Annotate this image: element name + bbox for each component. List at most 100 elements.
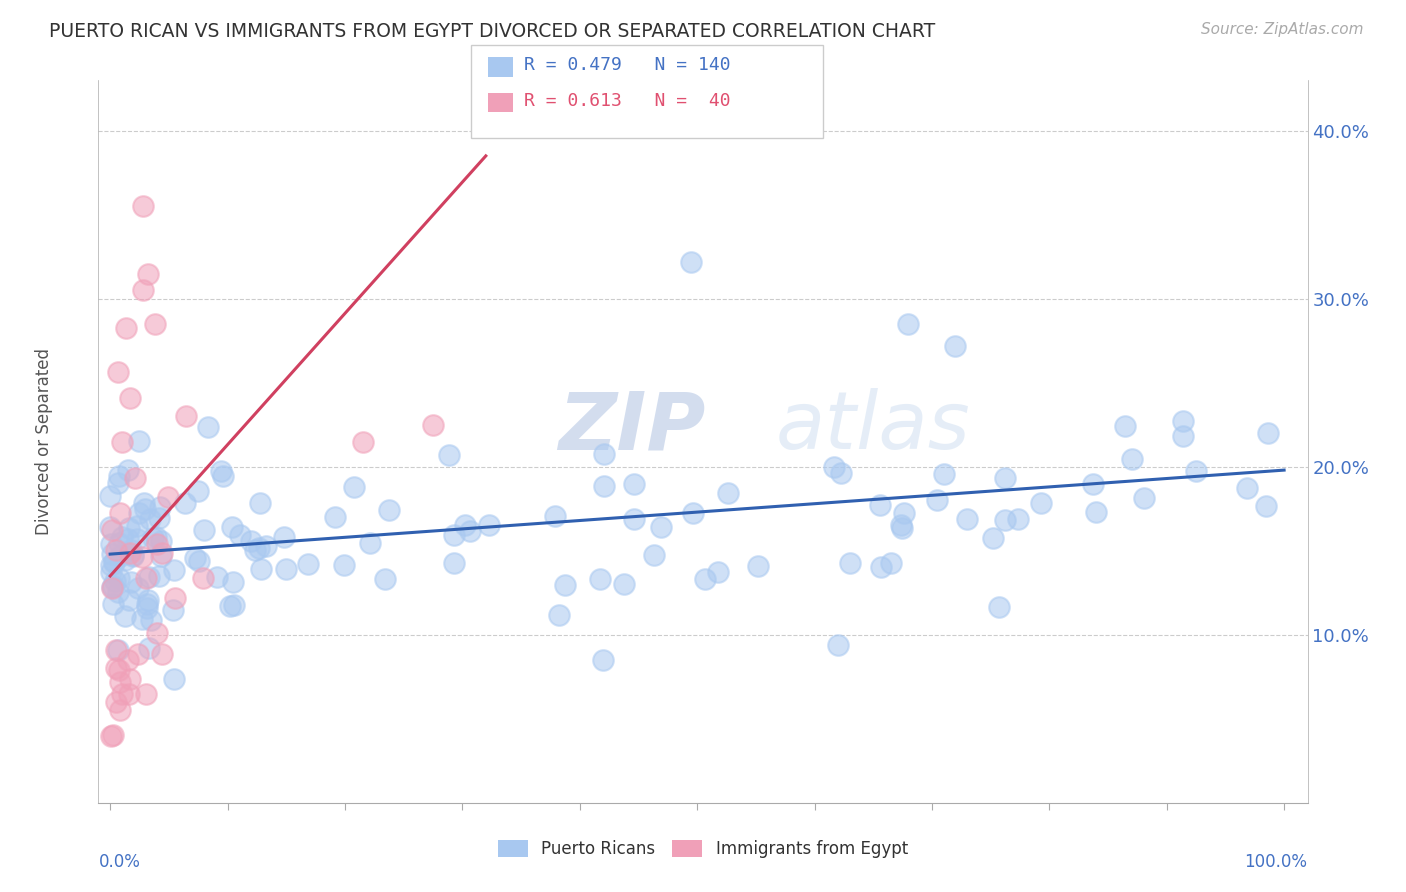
Point (191, 571, 214, 585)
Point (114, 553, 136, 567)
Point (146, 625, 169, 640)
Text: 0.0%: 0.0% (98, 854, 141, 871)
Point (135, 687, 157, 701)
Text: Divorced or Separated: Divorced or Separated (35, 348, 53, 535)
Point (118, 593, 141, 607)
Point (197, 420, 219, 434)
Point (297, 557, 319, 571)
Text: ZIP: ZIP (558, 388, 706, 467)
Point (120, 542, 142, 557)
Point (209, 464, 232, 478)
Point (1132, 491, 1154, 505)
Point (156, 491, 179, 505)
Point (221, 520, 243, 534)
Point (377, 502, 399, 516)
Point (117, 533, 139, 547)
Point (107, 643, 129, 657)
Point (983, 531, 1005, 545)
Point (219, 599, 242, 613)
Point (111, 530, 134, 544)
Point (108, 663, 131, 677)
Point (592, 447, 614, 461)
Point (101, 581, 124, 595)
Point (945, 339, 967, 353)
Point (1029, 496, 1052, 510)
Point (150, 647, 173, 661)
Point (110, 506, 132, 520)
Point (869, 498, 891, 512)
Point (1185, 464, 1208, 478)
Point (228, 528, 250, 542)
Point (163, 591, 186, 605)
Point (422, 417, 444, 432)
Point (623, 476, 645, 491)
Point (104, 574, 127, 588)
Point (592, 653, 614, 667)
Point (613, 577, 636, 591)
Point (143, 317, 166, 331)
Point (141, 613, 163, 627)
Point (108, 469, 131, 483)
Point (443, 556, 465, 570)
Point (135, 571, 157, 585)
Point (276, 562, 298, 576)
Point (184, 551, 207, 566)
Point (650, 520, 672, 534)
Point (343, 480, 366, 494)
Point (120, 574, 142, 589)
Point (148, 511, 170, 525)
Point (1236, 481, 1258, 495)
Point (893, 506, 915, 520)
Text: R = 0.613   N =  40: R = 0.613 N = 40 (524, 92, 731, 110)
Point (249, 495, 271, 509)
Point (222, 575, 245, 590)
Point (870, 560, 893, 574)
Point (1121, 452, 1143, 467)
Point (100, 729, 122, 743)
Point (105, 695, 128, 709)
Point (107, 475, 129, 490)
Point (250, 562, 273, 576)
Point (454, 518, 477, 533)
Point (934, 467, 956, 481)
Point (107, 584, 129, 599)
Point (359, 536, 381, 550)
Point (150, 546, 173, 560)
Point (592, 479, 614, 493)
Text: R = 0.479   N = 140: R = 0.479 N = 140 (524, 56, 731, 74)
Point (122, 549, 145, 563)
Point (830, 466, 852, 480)
Point (138, 640, 160, 655)
Point (224, 598, 246, 612)
Point (163, 672, 186, 686)
Point (589, 572, 612, 586)
Point (988, 599, 1011, 614)
Point (839, 556, 862, 570)
Point (163, 563, 186, 577)
Point (131, 549, 153, 564)
Point (98, 489, 121, 503)
Point (101, 579, 124, 593)
Point (1254, 500, 1277, 514)
Point (897, 317, 920, 331)
Point (148, 569, 170, 583)
Point (121, 549, 143, 563)
Point (120, 392, 142, 406)
Point (103, 555, 125, 569)
Point (323, 510, 346, 524)
Point (149, 500, 172, 515)
Point (100, 547, 122, 561)
Point (623, 511, 645, 525)
Point (120, 673, 142, 687)
Point (146, 537, 169, 551)
Point (118, 521, 141, 535)
Point (138, 593, 160, 607)
Point (1257, 425, 1279, 440)
Point (108, 703, 131, 717)
Point (188, 554, 211, 568)
Point (124, 471, 146, 485)
Point (240, 533, 263, 548)
Text: 100.0%: 100.0% (1244, 854, 1308, 871)
Point (149, 549, 172, 564)
Point (117, 653, 139, 667)
